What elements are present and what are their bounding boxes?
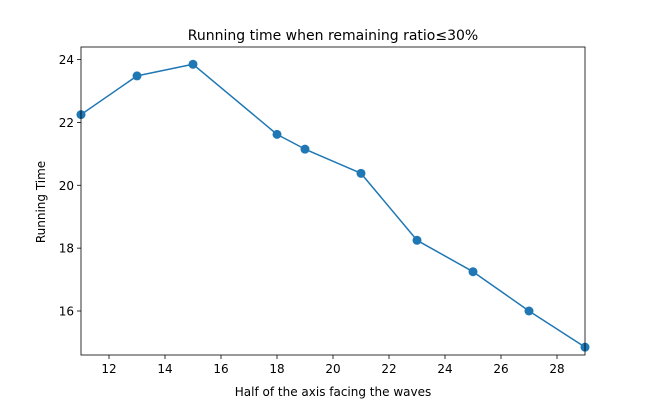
chart-title: Running time when remaining ratio≤30%	[188, 28, 478, 44]
x-tick-label: 26	[493, 362, 508, 376]
x-tick-label: 16	[213, 362, 228, 376]
y-tick-label: 24	[59, 53, 74, 67]
x-tick-label: 20	[325, 362, 340, 376]
x-axis-label: Half of the axis facing the waves	[235, 385, 431, 399]
data-point	[412, 235, 422, 245]
data-point	[188, 59, 198, 69]
series-line	[79, 63, 587, 349]
x-tick-label: 24	[437, 362, 452, 376]
plot-area: 12 14 16 18 20 22 24 26 28 16 18 20 22 24	[59, 46, 590, 376]
data-point	[272, 129, 282, 139]
y-tick-label: 22	[59, 116, 74, 130]
data-point	[356, 168, 366, 178]
y-tick-label: 16	[59, 305, 74, 319]
x-tick-label: 18	[269, 362, 284, 376]
data-point	[132, 71, 142, 81]
y-axis-label: Running Time	[34, 161, 48, 243]
data-point	[300, 144, 310, 154]
x-tick-label: 22	[381, 362, 396, 376]
x-tick-label: 14	[157, 362, 172, 376]
y-tick-label: 20	[59, 179, 74, 193]
data-point	[524, 306, 534, 316]
y-tick-label: 18	[59, 242, 74, 256]
x-tick-label: 12	[101, 362, 116, 376]
x-tick-label: 28	[549, 362, 564, 376]
data-point	[468, 267, 478, 277]
